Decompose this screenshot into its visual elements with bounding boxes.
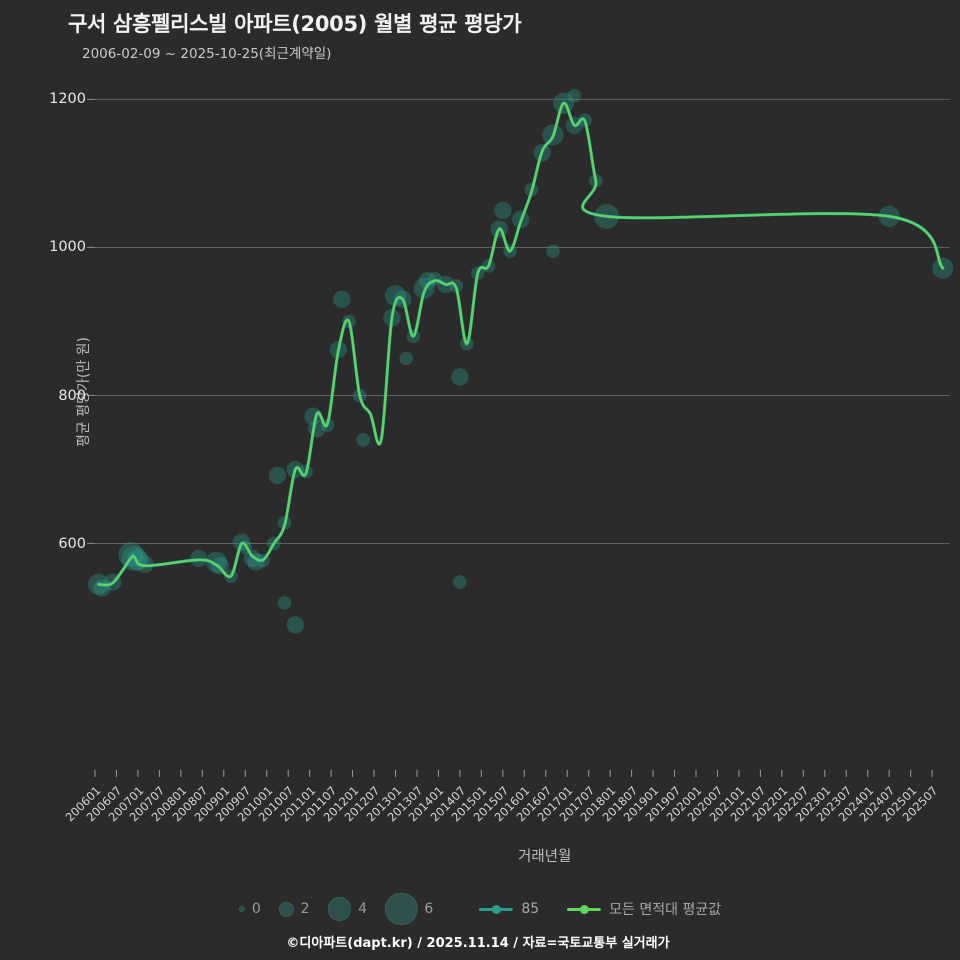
scatter-bubble	[418, 272, 437, 290]
scatter-bubble	[399, 351, 414, 366]
page-title: 구서 삼흥펠리스빌 아파트(2005) 월별 평균 평당가	[68, 12, 522, 36]
y-tick-label: 1000	[49, 239, 86, 256]
scatter-bubble	[384, 284, 407, 307]
legend-bubble-icon	[238, 906, 245, 913]
legend-bubble-icon	[327, 897, 352, 921]
legend-series-label: 85	[521, 901, 540, 918]
legend-size-item: 2	[278, 901, 310, 918]
legend-series-item[interactable]: 85	[479, 901, 539, 917]
scatter-bubble	[494, 201, 512, 220]
page-subtitle: 2006-02-09 ~ 2025-10-25(최근계약일)	[82, 46, 332, 62]
legend-line-icon	[479, 903, 514, 915]
scatter-bubble	[333, 290, 351, 308]
scatter-bubble	[206, 551, 228, 573]
y-tick-label: 800	[58, 387, 86, 404]
scatter-bubble	[286, 616, 305, 634]
legend-line-icon	[567, 903, 602, 915]
scatter-bubble	[567, 88, 582, 103]
legend-size-label: 0	[251, 901, 261, 918]
y-tick-label: 1200	[49, 91, 86, 108]
scatter-bubble	[451, 368, 469, 386]
scatter-bubble	[453, 575, 467, 589]
x-axis-label: 거래년월	[518, 849, 572, 865]
legend-series-item[interactable]: 모든 면적대 평균값	[567, 899, 721, 919]
legend-size-item: 6	[385, 893, 434, 926]
scatter-bubble	[211, 557, 229, 575]
legend-size-item: 0	[238, 901, 261, 918]
y-tick-label: 600	[58, 535, 86, 552]
legend-bubble-icon	[385, 893, 418, 926]
series-line	[97, 101, 945, 587]
scatter-bubble	[243, 549, 262, 568]
legend-size-label: 6	[424, 901, 434, 918]
legend-size-label: 4	[358, 901, 368, 918]
plot-area: 평균 평당가(만 원) 600 800 1000 1200	[49, 91, 950, 662]
footer-credit: ©디아파트(dapt.kr) / 2025.11.14 / 자료=국토교통부 실…	[0, 932, 960, 951]
scatter-bubble	[277, 595, 292, 610]
scatter-bubble	[356, 433, 371, 447]
scatter-bubble	[268, 466, 287, 485]
legend-size-label: 2	[300, 901, 310, 918]
scatter-bubble	[546, 244, 560, 258]
legend-series-label: 모든 면적대 평균값	[609, 902, 722, 919]
legend-size-item: 4	[327, 897, 368, 921]
legend-bubble-icon	[278, 901, 294, 917]
scatter-bubble	[247, 553, 265, 571]
chart-legend: 0 2 4 6 85 모든 면적대 평균값	[0, 893, 960, 927]
footer-text: ©디아파트(dapt.kr) / 2025.11.14 / 자료=국토교통부 실…	[286, 936, 670, 951]
